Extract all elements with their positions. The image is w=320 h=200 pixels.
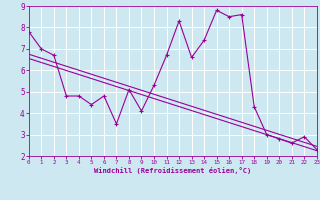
X-axis label: Windchill (Refroidissement éolien,°C): Windchill (Refroidissement éolien,°C) — [94, 167, 252, 174]
